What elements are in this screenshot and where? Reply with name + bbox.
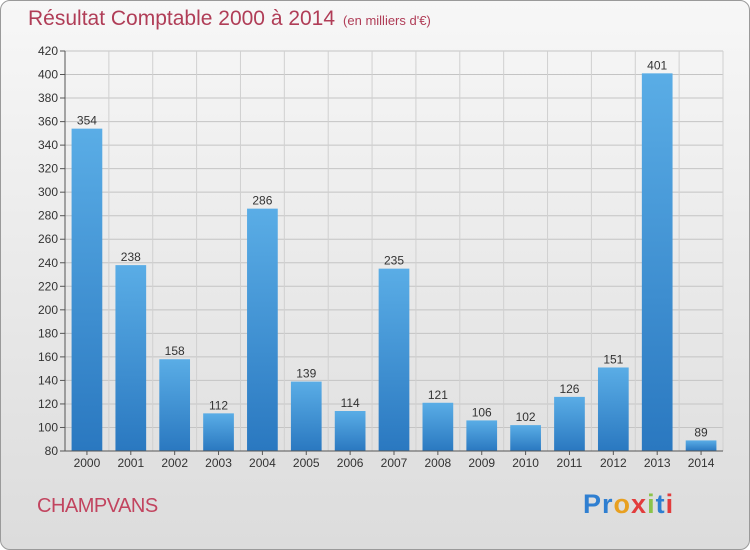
x-tick-label: 2012 bbox=[600, 456, 627, 470]
x-tick-label: 2008 bbox=[425, 456, 452, 470]
y-axis: 80 100 120 140 160 180 200 220 240 260 280 300 320 34… bbox=[38, 44, 65, 458]
y-tick-label: 120 bbox=[38, 397, 58, 411]
x-tick-label: 2000 bbox=[74, 456, 101, 470]
bar bbox=[466, 420, 498, 451]
logo-letter: i bbox=[665, 489, 675, 519]
bar-value-label: 158 bbox=[165, 344, 185, 358]
bar bbox=[290, 381, 322, 451]
logo-letter: x bbox=[631, 489, 648, 519]
logo-letter: o bbox=[613, 489, 632, 519]
y-tick-label: 420 bbox=[38, 44, 58, 58]
title-unit: (en milliers d'€) bbox=[343, 13, 431, 28]
bar bbox=[247, 208, 278, 451]
y-tick-label: 340 bbox=[38, 138, 58, 152]
bar-value-label: 401 bbox=[647, 58, 667, 72]
x-axis: 2000 2001 2002 2003 2004 2005 2006 2007 2008 2009… bbox=[64, 51, 723, 470]
bar-value-label: 126 bbox=[559, 382, 579, 396]
chart-title: Résultat Comptable 2000 à 2014 (en millie… bbox=[28, 7, 431, 31]
bars: 354 238 158 112 286 139 114 235 121 106 102 126 151 4… bbox=[71, 58, 717, 452]
logo-letter: r bbox=[602, 489, 614, 519]
x-tick-label: 2009 bbox=[468, 456, 495, 470]
y-tick-label: 400 bbox=[38, 68, 58, 82]
x-tick-label: 2004 bbox=[249, 456, 276, 470]
logo-letter: i bbox=[647, 489, 656, 519]
bar bbox=[115, 265, 147, 451]
bar-value-label: 139 bbox=[296, 367, 316, 381]
bar-value-label: 114 bbox=[341, 396, 360, 410]
y-tick-label: 380 bbox=[38, 91, 58, 105]
x-tick-label: 2014 bbox=[688, 456, 715, 470]
y-tick-label: 140 bbox=[38, 373, 58, 387]
bar-value-label: 286 bbox=[252, 194, 272, 208]
y-tick-label: 300 bbox=[38, 185, 58, 199]
bar bbox=[685, 440, 717, 451]
y-tick-label: 200 bbox=[38, 303, 58, 317]
y-tick-label: 280 bbox=[38, 209, 58, 223]
y-tick-label: 360 bbox=[38, 115, 58, 129]
proxiti-logo: Proxiti bbox=[583, 489, 674, 520]
x-tick-label: 2006 bbox=[337, 456, 364, 470]
commune-name: CHAMPVANS bbox=[37, 495, 158, 517]
bar bbox=[378, 268, 410, 451]
bar bbox=[203, 413, 234, 451]
logo-letter: t bbox=[655, 489, 666, 519]
x-tick-label: 2001 bbox=[117, 456, 144, 470]
x-tick-label: 2002 bbox=[161, 456, 188, 470]
bar-value-label: 112 bbox=[209, 398, 228, 412]
bar-value-label: 235 bbox=[384, 254, 404, 268]
y-tick-label: 100 bbox=[38, 420, 58, 434]
bar bbox=[554, 396, 585, 451]
bar-value-label: 121 bbox=[428, 388, 448, 402]
bar bbox=[510, 425, 541, 451]
title-text: Résultat Comptable 2000 à 2014 bbox=[28, 7, 336, 30]
y-tick-label: 180 bbox=[38, 326, 58, 340]
bar bbox=[422, 402, 454, 451]
y-tick-label: 220 bbox=[38, 279, 58, 293]
bar-value-label: 151 bbox=[603, 352, 623, 366]
bar-value-label: 89 bbox=[694, 425, 708, 439]
x-tick-label: 2010 bbox=[512, 456, 539, 470]
x-tick-label: 2011 bbox=[557, 456, 583, 470]
x-tick-label: 2013 bbox=[644, 456, 671, 470]
bar bbox=[334, 411, 366, 451]
bar bbox=[159, 359, 191, 451]
y-tick-label: 80 bbox=[45, 444, 59, 458]
bar-value-label: 106 bbox=[472, 405, 492, 419]
x-tick-label: 2005 bbox=[293, 456, 320, 470]
x-tick-label: 2007 bbox=[381, 456, 408, 470]
bar bbox=[71, 128, 103, 451]
y-tick-label: 160 bbox=[38, 350, 58, 364]
y-tick-label: 240 bbox=[38, 256, 58, 270]
bar bbox=[641, 73, 673, 452]
x-tick-label: 2003 bbox=[205, 456, 232, 470]
bar-value-label: 102 bbox=[516, 410, 536, 424]
bar-value-label: 238 bbox=[121, 250, 141, 264]
y-tick-label: 320 bbox=[38, 162, 58, 176]
logo-letter: P bbox=[583, 489, 603, 519]
bar bbox=[597, 367, 629, 451]
y-tick-label: 260 bbox=[38, 232, 58, 246]
bar-value-label: 354 bbox=[77, 114, 97, 128]
